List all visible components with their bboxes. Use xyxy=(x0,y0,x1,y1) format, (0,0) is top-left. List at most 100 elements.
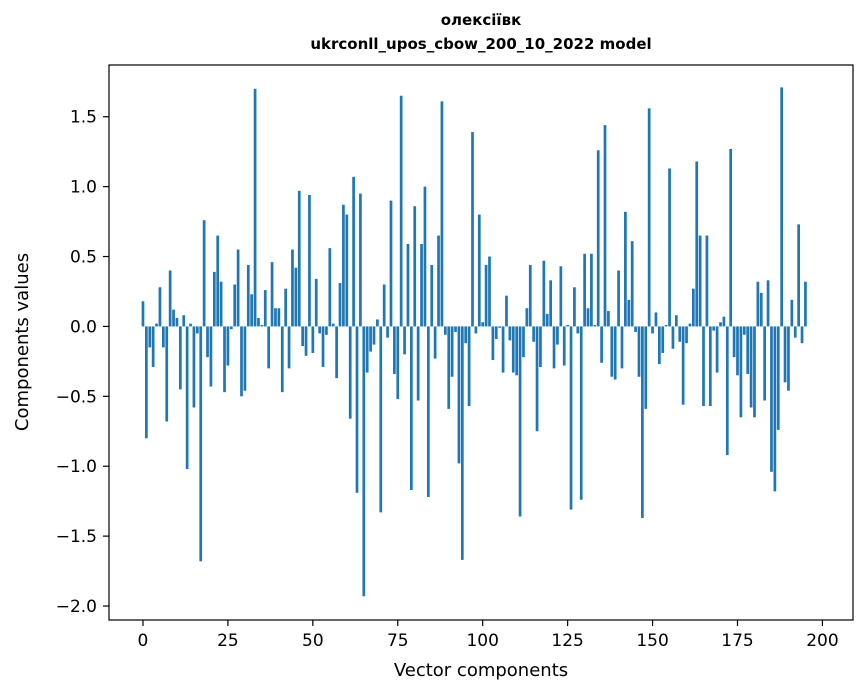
bar-93 xyxy=(457,326,461,464)
bar-136 xyxy=(603,125,607,327)
bar-57 xyxy=(335,326,338,379)
bar-26 xyxy=(229,326,233,330)
bar-135 xyxy=(600,326,603,363)
bar-134 xyxy=(596,150,600,327)
bar-65 xyxy=(362,326,366,597)
y-axis-ticks: −2.0 −1.5 −1.0 −0.5 0.0 0.5 1.0 1.5 xyxy=(56,108,109,617)
bar-29 xyxy=(240,326,243,397)
bar-176 xyxy=(739,326,743,418)
bar-91 xyxy=(450,326,454,377)
bar-166 xyxy=(705,235,709,327)
bar-61 xyxy=(348,326,352,419)
bar-151 xyxy=(654,312,658,327)
bar-48 xyxy=(304,326,308,356)
bar-24 xyxy=(223,326,226,393)
bar-72 xyxy=(386,326,389,338)
y-tick-label: 0.5 xyxy=(70,248,97,268)
bar-162 xyxy=(691,288,695,327)
bar-39 xyxy=(274,308,277,327)
bar-101 xyxy=(484,264,488,327)
bar-19 xyxy=(206,326,209,358)
bar-112 xyxy=(522,326,525,358)
bar-115 xyxy=(532,326,536,342)
bar-82 xyxy=(420,243,423,327)
chart-title-line-1: олексіївк xyxy=(441,11,522,29)
bar-96 xyxy=(467,326,471,407)
bar-42 xyxy=(284,288,288,327)
x-tick-label: 150 xyxy=(636,631,668,651)
bar-9 xyxy=(172,309,175,327)
y-tick-label: 0.0 xyxy=(70,317,97,337)
bar-71 xyxy=(382,284,386,327)
bar-100 xyxy=(481,322,485,327)
bar-155 xyxy=(668,168,671,327)
bar-77 xyxy=(403,326,406,355)
bar-167 xyxy=(708,326,712,407)
bar-127 xyxy=(573,287,576,327)
bar-195 xyxy=(804,281,807,327)
bar-76 xyxy=(399,95,403,327)
bar-38 xyxy=(270,262,274,327)
bar-187 xyxy=(776,326,780,430)
bar-165 xyxy=(702,326,705,407)
bar-131 xyxy=(586,308,590,327)
bar-156 xyxy=(671,326,675,349)
bar-111 xyxy=(518,326,522,517)
bar-141 xyxy=(620,326,624,369)
x-tick-label: 25 xyxy=(217,631,239,651)
bar-88 xyxy=(440,101,444,327)
bar-192 xyxy=(793,326,797,338)
bar-97 xyxy=(471,132,474,327)
bar-126 xyxy=(569,326,573,510)
bar-142 xyxy=(624,211,627,327)
bar-66 xyxy=(365,326,369,373)
bar-55 xyxy=(328,248,332,327)
bar-70 xyxy=(379,326,383,513)
bar-35 xyxy=(260,325,264,327)
bar-122 xyxy=(556,326,559,345)
bar-47 xyxy=(301,326,305,346)
bar-149 xyxy=(647,108,651,327)
bar-146 xyxy=(637,326,641,377)
bar-84 xyxy=(426,326,430,497)
bar-5 xyxy=(158,287,162,327)
bar-161 xyxy=(688,323,692,327)
bar-90 xyxy=(447,326,451,409)
bar-147 xyxy=(641,326,644,518)
bar-189 xyxy=(783,326,787,383)
bar-2 xyxy=(148,326,152,348)
bar-60 xyxy=(345,214,349,327)
bar-41 xyxy=(280,326,284,393)
bar-69 xyxy=(376,319,379,327)
bar-164 xyxy=(698,235,702,327)
bar-110 xyxy=(515,326,519,376)
bar-109 xyxy=(511,326,515,373)
y-tick-label: −1.5 xyxy=(56,527,97,547)
bar-172 xyxy=(725,326,729,456)
bar-68 xyxy=(372,326,376,345)
bar-152 xyxy=(657,326,661,365)
bar-117 xyxy=(539,326,542,367)
bar-154 xyxy=(664,325,668,327)
bar-78 xyxy=(406,243,410,327)
bar-132 xyxy=(590,253,593,327)
y-tick-label: −2.0 xyxy=(56,597,97,617)
bar-113 xyxy=(525,308,529,327)
bar-193 xyxy=(797,224,801,327)
bar-40 xyxy=(277,308,281,327)
bar-104 xyxy=(494,326,498,340)
y-tick-label: 1.0 xyxy=(70,178,97,198)
bar-188 xyxy=(780,87,784,327)
bar-4 xyxy=(155,323,158,327)
bar-67 xyxy=(369,326,372,352)
bar-116 xyxy=(535,326,539,432)
bar-163 xyxy=(695,161,699,327)
bar-52 xyxy=(318,326,321,334)
bar-81 xyxy=(416,326,420,401)
bar-173 xyxy=(729,148,733,327)
bar-177 xyxy=(742,326,746,335)
bar-94 xyxy=(460,326,464,560)
bar-194 xyxy=(800,326,804,344)
bar-15 xyxy=(192,326,196,408)
bar-129 xyxy=(579,326,583,500)
